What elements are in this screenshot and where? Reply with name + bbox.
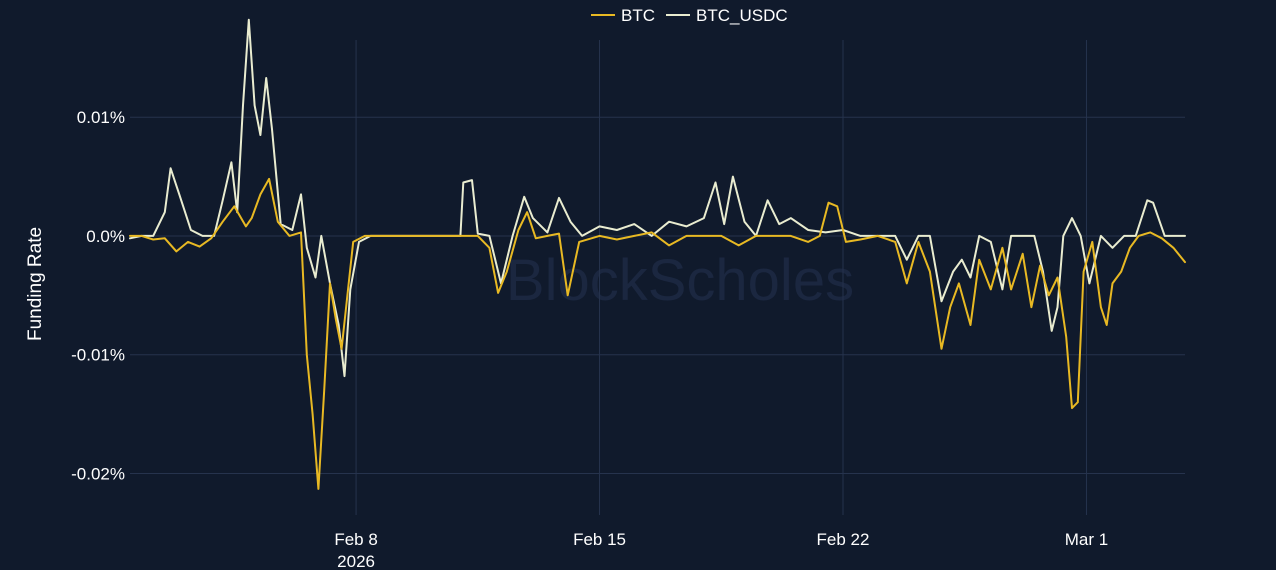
- legend-label-btc[interactable]: BTC: [621, 6, 655, 25]
- legend: BTC BTC_USDC: [591, 6, 788, 25]
- x-tick-label: Feb 15: [573, 530, 626, 549]
- series-lines: [129, 18, 1186, 490]
- y-axis-title: Funding Rate: [25, 227, 46, 341]
- series-line-btc-usdc: [129, 18, 1186, 378]
- x-tick-label: Mar 1: [1065, 530, 1108, 549]
- y-tick-label: 0.0%: [86, 227, 125, 246]
- x-tick-label: Feb 8: [334, 530, 377, 549]
- x-tick-label: Feb 22: [817, 530, 870, 549]
- y-tick-labels: 0.01% 0.0% -0.01% -0.02%: [71, 108, 125, 483]
- x-gridlines: [355, 40, 1087, 515]
- legend-label-btc-usdc[interactable]: BTC_USDC: [696, 6, 788, 25]
- x-tick-sublabel: 2026: [337, 552, 375, 570]
- x-tick-labels: Feb 8 2026 Feb 15 Feb 22 Mar 1: [334, 530, 1108, 570]
- y-tick-label: 0.01%: [77, 108, 125, 127]
- y-tick-label: -0.02%: [71, 464, 125, 483]
- series-line-btc: [129, 177, 1186, 490]
- watermark-text: BlockScholes: [506, 248, 854, 313]
- y-tick-label: -0.01%: [71, 346, 125, 365]
